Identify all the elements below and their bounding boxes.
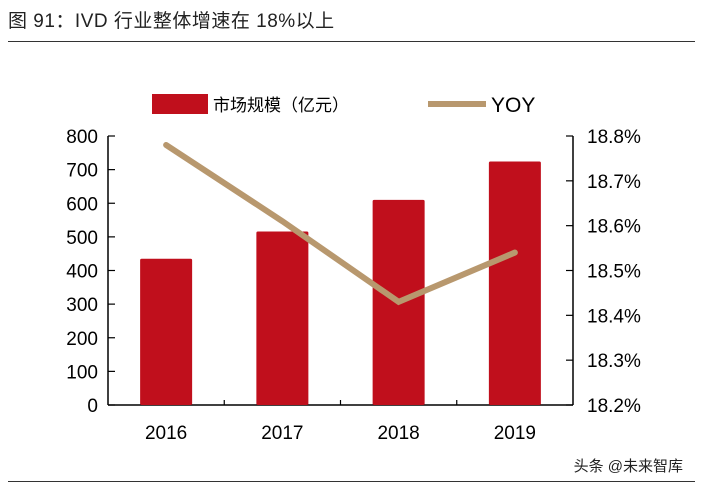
- bar-2016: [140, 258, 193, 405]
- left-tick-label: 400: [66, 262, 98, 283]
- left-tick-label: 600: [66, 194, 98, 215]
- x-tick-label: 2018: [377, 423, 419, 444]
- right-tick-label: 18.6%: [587, 217, 641, 238]
- legend-bar-swatch: [152, 94, 208, 114]
- legend-line-label: YOY: [491, 94, 535, 117]
- bar-2017: [256, 231, 309, 405]
- legend-bar-label: 市场规模（亿元）: [213, 96, 349, 115]
- left-tick-label: 500: [66, 228, 98, 249]
- right-tick-label: 18.2%: [587, 396, 641, 417]
- right-tick-label: 18.8%: [587, 127, 641, 148]
- x-tick-label: 2017: [261, 423, 303, 444]
- left-tick-label: 100: [66, 362, 98, 383]
- watermark: 头条 @未来智库: [573, 458, 683, 475]
- yoy-line: [163, 141, 518, 306]
- left-tick-label: 800: [66, 127, 98, 148]
- right-tick-label: 18.4%: [587, 306, 641, 327]
- right-tick-label: 18.7%: [587, 172, 641, 193]
- left-tick-label: 200: [66, 329, 98, 350]
- x-tick-label: 2016: [145, 423, 187, 444]
- figure-title: 图 91：IVD 行业整体增速在 18%以上: [8, 11, 335, 32]
- right-tick-label: 18.3%: [587, 351, 641, 372]
- left-tick-label: 700: [66, 161, 98, 182]
- right-tick-label: 18.5%: [587, 262, 641, 283]
- left-tick-label: 0: [87, 396, 98, 417]
- bottom-divider: [8, 481, 695, 482]
- bar-2019: [488, 161, 541, 405]
- x-tick-label: 2019: [494, 423, 536, 444]
- left-tick-label: 300: [66, 295, 98, 316]
- top-divider: [8, 41, 695, 42]
